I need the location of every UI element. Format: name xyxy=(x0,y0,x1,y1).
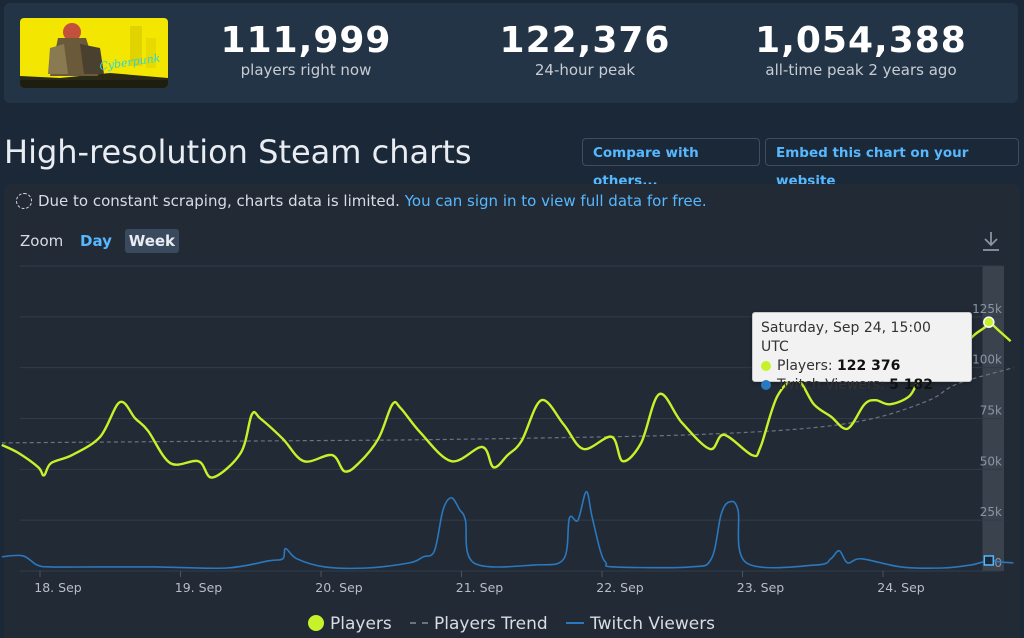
x-tick-label: 20. Sep xyxy=(315,580,362,595)
chart-tooltip: Saturday, Sep 24, 15:00 UTC Players: 122… xyxy=(752,312,972,393)
game-capsule-image[interactable]: Cyberpunk xyxy=(20,18,168,88)
zoom-controls: Zoom Day Week xyxy=(20,229,180,253)
legend-twitch-viewers[interactable]: Twitch Viewers xyxy=(566,612,715,636)
legend-trend-label: Players Trend xyxy=(434,614,548,634)
zoom-day-button[interactable]: Day xyxy=(80,232,112,250)
tooltip-viewers-row: Twitch Viewers: 5 182 xyxy=(761,376,963,395)
stat-label: all-time peak 2 years ago xyxy=(765,61,957,79)
players-hover-point xyxy=(983,316,995,328)
tooltip-viewers-label: Twitch Viewers: xyxy=(777,377,885,393)
stat-24h-peak: 122,376 24-hour peak xyxy=(490,19,680,79)
y-tick-label: 125k xyxy=(972,302,1002,316)
stat-label: players right now xyxy=(240,61,372,79)
tooltip-players-row: Players: 122 376 xyxy=(761,357,963,376)
legend-players-label: Players xyxy=(330,614,392,634)
stat-value: 111,999 xyxy=(220,20,392,61)
x-tick-label: 19. Sep xyxy=(175,580,222,595)
notice-text: Due to constant scraping, charts data is… xyxy=(38,192,400,210)
x-tick-label: 22. Sep xyxy=(596,580,643,595)
viewers-dot-icon xyxy=(761,380,771,390)
data-limit-notice: Due to constant scraping, charts data is… xyxy=(16,191,707,211)
game-header: Cyberpunk 111,999 players right now 122,… xyxy=(4,3,1018,103)
tooltip-title: Saturday, Sep 24, 15:00 UTC xyxy=(761,320,931,355)
y-tick-label: 0 xyxy=(994,556,1002,570)
zoom-week-button[interactable]: Week xyxy=(124,229,180,253)
y-tick-label: 50k xyxy=(980,454,1002,468)
tooltip-viewers-value: 5 182 xyxy=(889,377,933,393)
tooltip-players-label: Players: xyxy=(777,358,833,374)
embed-chart-button[interactable]: Embed this chart on your website xyxy=(765,138,1019,189)
x-tick-label: 24. Sep xyxy=(877,580,924,595)
tooltip-players-value: 122 376 xyxy=(837,358,901,374)
y-tick-label: 25k xyxy=(980,505,1002,519)
x-tick-label: 18. Sep xyxy=(34,580,81,595)
stat-all-time-peak: 1,054,388 all-time peak 2 years ago xyxy=(746,19,976,79)
players-dot-icon xyxy=(761,361,771,371)
page-title: High-resolution Steam charts xyxy=(4,133,472,171)
legend-viewers-label: Twitch Viewers xyxy=(590,614,716,634)
zoom-label: Zoom xyxy=(20,232,64,250)
x-tick-label: 23. Sep xyxy=(737,580,784,595)
stat-label: 24-hour peak xyxy=(534,61,636,79)
viewers-marker-icon xyxy=(566,622,584,624)
players-marker-icon xyxy=(308,615,324,631)
y-tick-label: 75k xyxy=(980,404,1002,418)
series-players-trend xyxy=(1,367,1014,444)
stat-value: 122,376 xyxy=(499,20,671,61)
compare-button[interactable]: Compare with others... xyxy=(582,138,760,189)
download-icon[interactable] xyxy=(980,229,1002,253)
y-tick-label: 100k xyxy=(972,353,1002,367)
trend-marker-icon xyxy=(410,622,428,624)
loading-circle-icon xyxy=(16,193,32,209)
capsule-art: Cyberpunk xyxy=(20,18,168,88)
series-players xyxy=(1,320,1012,479)
sign-in-link[interactable]: You can sign in to view full data for fr… xyxy=(404,192,707,210)
stat-value: 1,054,388 xyxy=(755,20,967,61)
x-tick-label: 21. Sep xyxy=(456,580,503,595)
viewers-hover-point xyxy=(983,555,995,566)
stat-players-now: 111,999 players right now xyxy=(216,19,396,79)
series-twitch-viewers xyxy=(1,490,1014,570)
legend-players-trend[interactable]: Players Trend xyxy=(410,612,548,636)
legend-players[interactable]: Players xyxy=(308,612,392,636)
players-chart[interactable]: 0 25k 50k 75k 100k 125k 18. Sep 19. Sep 20. Sep 2… xyxy=(0,0,1024,612)
